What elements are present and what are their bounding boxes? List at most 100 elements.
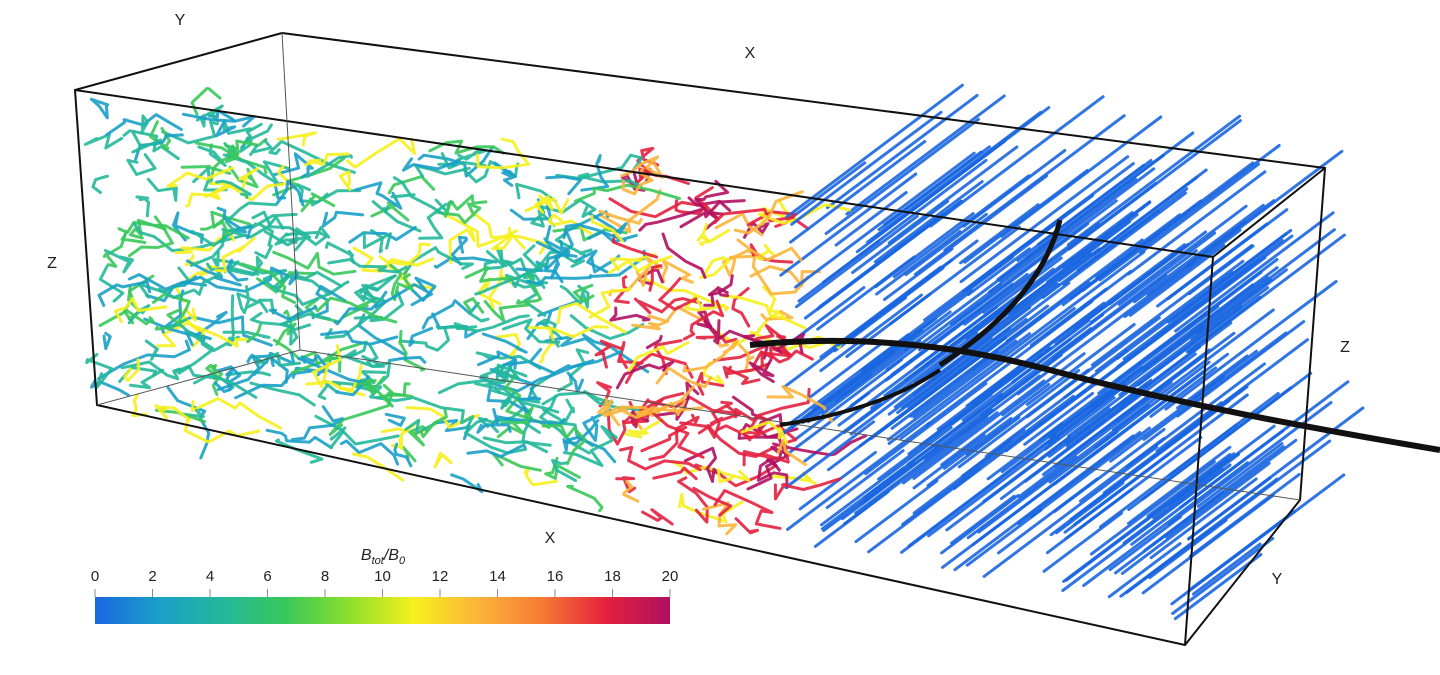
- field-line: [607, 255, 673, 275]
- field-line: [1017, 381, 1173, 499]
- field-line: [923, 297, 1015, 367]
- field-line: [1107, 320, 1196, 389]
- field-line: [120, 360, 182, 381]
- field-line: [263, 279, 331, 306]
- field-line: [1123, 228, 1242, 319]
- field-line: [535, 223, 627, 257]
- trajectory: [749, 219, 1440, 453]
- field-line: [274, 227, 312, 246]
- box-edge: [281, 32, 301, 351]
- field-line: [382, 205, 390, 214]
- field-line: [638, 208, 702, 232]
- field-line: [190, 201, 278, 247]
- field-line: [1146, 453, 1232, 518]
- field-line: [1089, 204, 1248, 324]
- field-line: [524, 197, 570, 215]
- field-line: [596, 381, 612, 408]
- field-line: [788, 161, 867, 221]
- field-line: [304, 152, 350, 167]
- field-line: [1004, 220, 1132, 317]
- field-line: [1185, 270, 1263, 330]
- trajectory-path: [779, 368, 942, 427]
- field-line: [311, 284, 347, 320]
- field-line: [867, 467, 981, 554]
- field-line: [251, 210, 328, 246]
- field-line: [393, 442, 413, 468]
- field-line: [566, 484, 604, 513]
- field-line: [901, 394, 1075, 526]
- field-line: [734, 517, 759, 535]
- field-line: [748, 358, 775, 383]
- field-line: [378, 242, 431, 267]
- field-line: [126, 153, 157, 176]
- field-line: [296, 183, 329, 204]
- field-line: [912, 379, 1046, 480]
- field-line: [102, 331, 112, 351]
- field-line: [609, 306, 651, 322]
- field-line: [410, 276, 437, 302]
- field-line: [611, 233, 659, 259]
- field-line: [547, 213, 592, 235]
- field-line: [997, 477, 1099, 555]
- field-line: [501, 244, 549, 279]
- field-line: [534, 194, 554, 214]
- field-line: [961, 281, 1058, 355]
- field-line: [359, 378, 414, 408]
- field-line: [566, 371, 584, 395]
- field-line: [371, 200, 422, 233]
- field-line: [525, 276, 592, 286]
- field-line: [339, 439, 400, 466]
- field-line: [215, 121, 237, 138]
- field-line: [529, 350, 623, 375]
- field-line: [523, 466, 558, 487]
- field-line: [91, 174, 110, 194]
- field-line: [113, 296, 168, 324]
- field-line: [222, 120, 252, 135]
- field-line: [239, 123, 273, 153]
- field-line: [1098, 144, 1281, 282]
- field-line: [265, 351, 296, 368]
- field-line: [598, 209, 643, 225]
- field-line: [300, 354, 329, 370]
- field-line: [986, 422, 1064, 481]
- field-line: [279, 312, 331, 329]
- field-line: [733, 190, 804, 235]
- field-line: [979, 353, 1063, 417]
- field-line: [135, 195, 150, 218]
- field-line: [1042, 511, 1123, 573]
- field-line: [821, 339, 922, 416]
- trajectory-path: [938, 219, 1063, 368]
- field-line: [475, 351, 542, 370]
- field-line: [329, 426, 347, 449]
- field-line: [1116, 270, 1234, 360]
- field-line: [311, 344, 342, 389]
- field-line: [516, 274, 543, 305]
- field-line: [1092, 168, 1208, 256]
- field-line: [638, 391, 685, 413]
- field-line: [442, 212, 519, 248]
- field-line: [486, 386, 542, 415]
- field-line: [655, 366, 713, 389]
- field-line: [714, 212, 764, 237]
- field-line: [648, 264, 663, 292]
- field-line: [722, 249, 758, 278]
- field-line: [640, 425, 688, 453]
- field-line: [1044, 396, 1116, 451]
- field-line: [658, 277, 698, 311]
- field-line: [950, 199, 1118, 326]
- field-line: [703, 319, 721, 345]
- field-line: [1170, 229, 1293, 322]
- field-line: [885, 283, 1002, 372]
- field-line: [131, 131, 162, 154]
- field-line: [887, 358, 1002, 445]
- field-line: [545, 175, 583, 196]
- field-line: [275, 179, 305, 207]
- field-line: [297, 357, 372, 386]
- field-line: [892, 174, 1031, 279]
- field-line: [645, 334, 663, 350]
- field-line: [225, 370, 271, 377]
- box-edge: [1184, 256, 1214, 646]
- field-line: [1142, 331, 1288, 441]
- colorbar-tick-label: 16: [547, 568, 564, 585]
- axis-label: Z: [47, 255, 57, 272]
